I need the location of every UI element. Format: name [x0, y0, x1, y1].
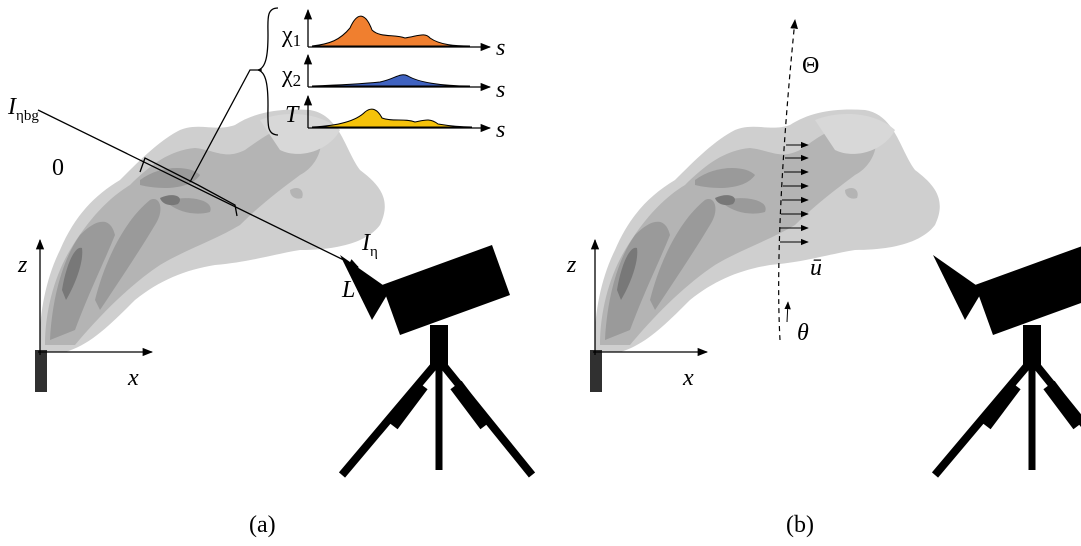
plot-label: T	[285, 102, 300, 128]
plot-label: χ1	[281, 22, 301, 50]
symbol: χ	[281, 22, 293, 48]
camera	[340, 245, 532, 475]
subscript: 2	[293, 71, 302, 90]
plume	[35, 110, 385, 392]
origin-label: 0	[52, 155, 64, 181]
angle-label: θ	[797, 320, 809, 346]
t-profile	[312, 109, 472, 127]
symbol: χ	[281, 62, 293, 88]
x-label: x	[127, 365, 139, 391]
subscript: 1	[293, 31, 302, 50]
caption: (a)	[249, 512, 276, 538]
s-label: s	[496, 77, 505, 103]
s-label: s	[496, 117, 505, 143]
camera	[933, 245, 1081, 475]
caption: (b)	[786, 512, 814, 538]
symbol: T	[285, 102, 300, 128]
angle-arrow	[787, 302, 788, 322]
plot-label: χ2	[281, 62, 301, 90]
chi2-profile	[312, 75, 470, 86]
diagram: z x Iηbg 0 Iη L χ1 χ2 T s s s (a) z x	[0, 0, 1081, 546]
z-label: z	[17, 252, 28, 278]
plume	[590, 110, 940, 392]
chi1-profile	[312, 16, 470, 46]
background-intensity: Iηbg	[7, 94, 39, 124]
z-label: z	[566, 252, 577, 278]
page: z x Iηbg 0 Iη L χ1 χ2 T s s s (a) z x	[0, 0, 1081, 546]
panel-a: z x Iηbg 0 Iη L χ1 χ2 T s s s (a)	[7, 8, 532, 538]
velocity-label: ū	[810, 255, 822, 281]
surface-label: Θ	[802, 53, 819, 79]
panel-b: z x Θ ū θ (b)	[566, 20, 1081, 538]
subscript: ηbg	[16, 108, 39, 124]
subscript: η	[370, 244, 378, 260]
x-label: x	[682, 365, 694, 391]
s-label: s	[496, 35, 505, 61]
intensity-label: Iη	[361, 230, 378, 260]
